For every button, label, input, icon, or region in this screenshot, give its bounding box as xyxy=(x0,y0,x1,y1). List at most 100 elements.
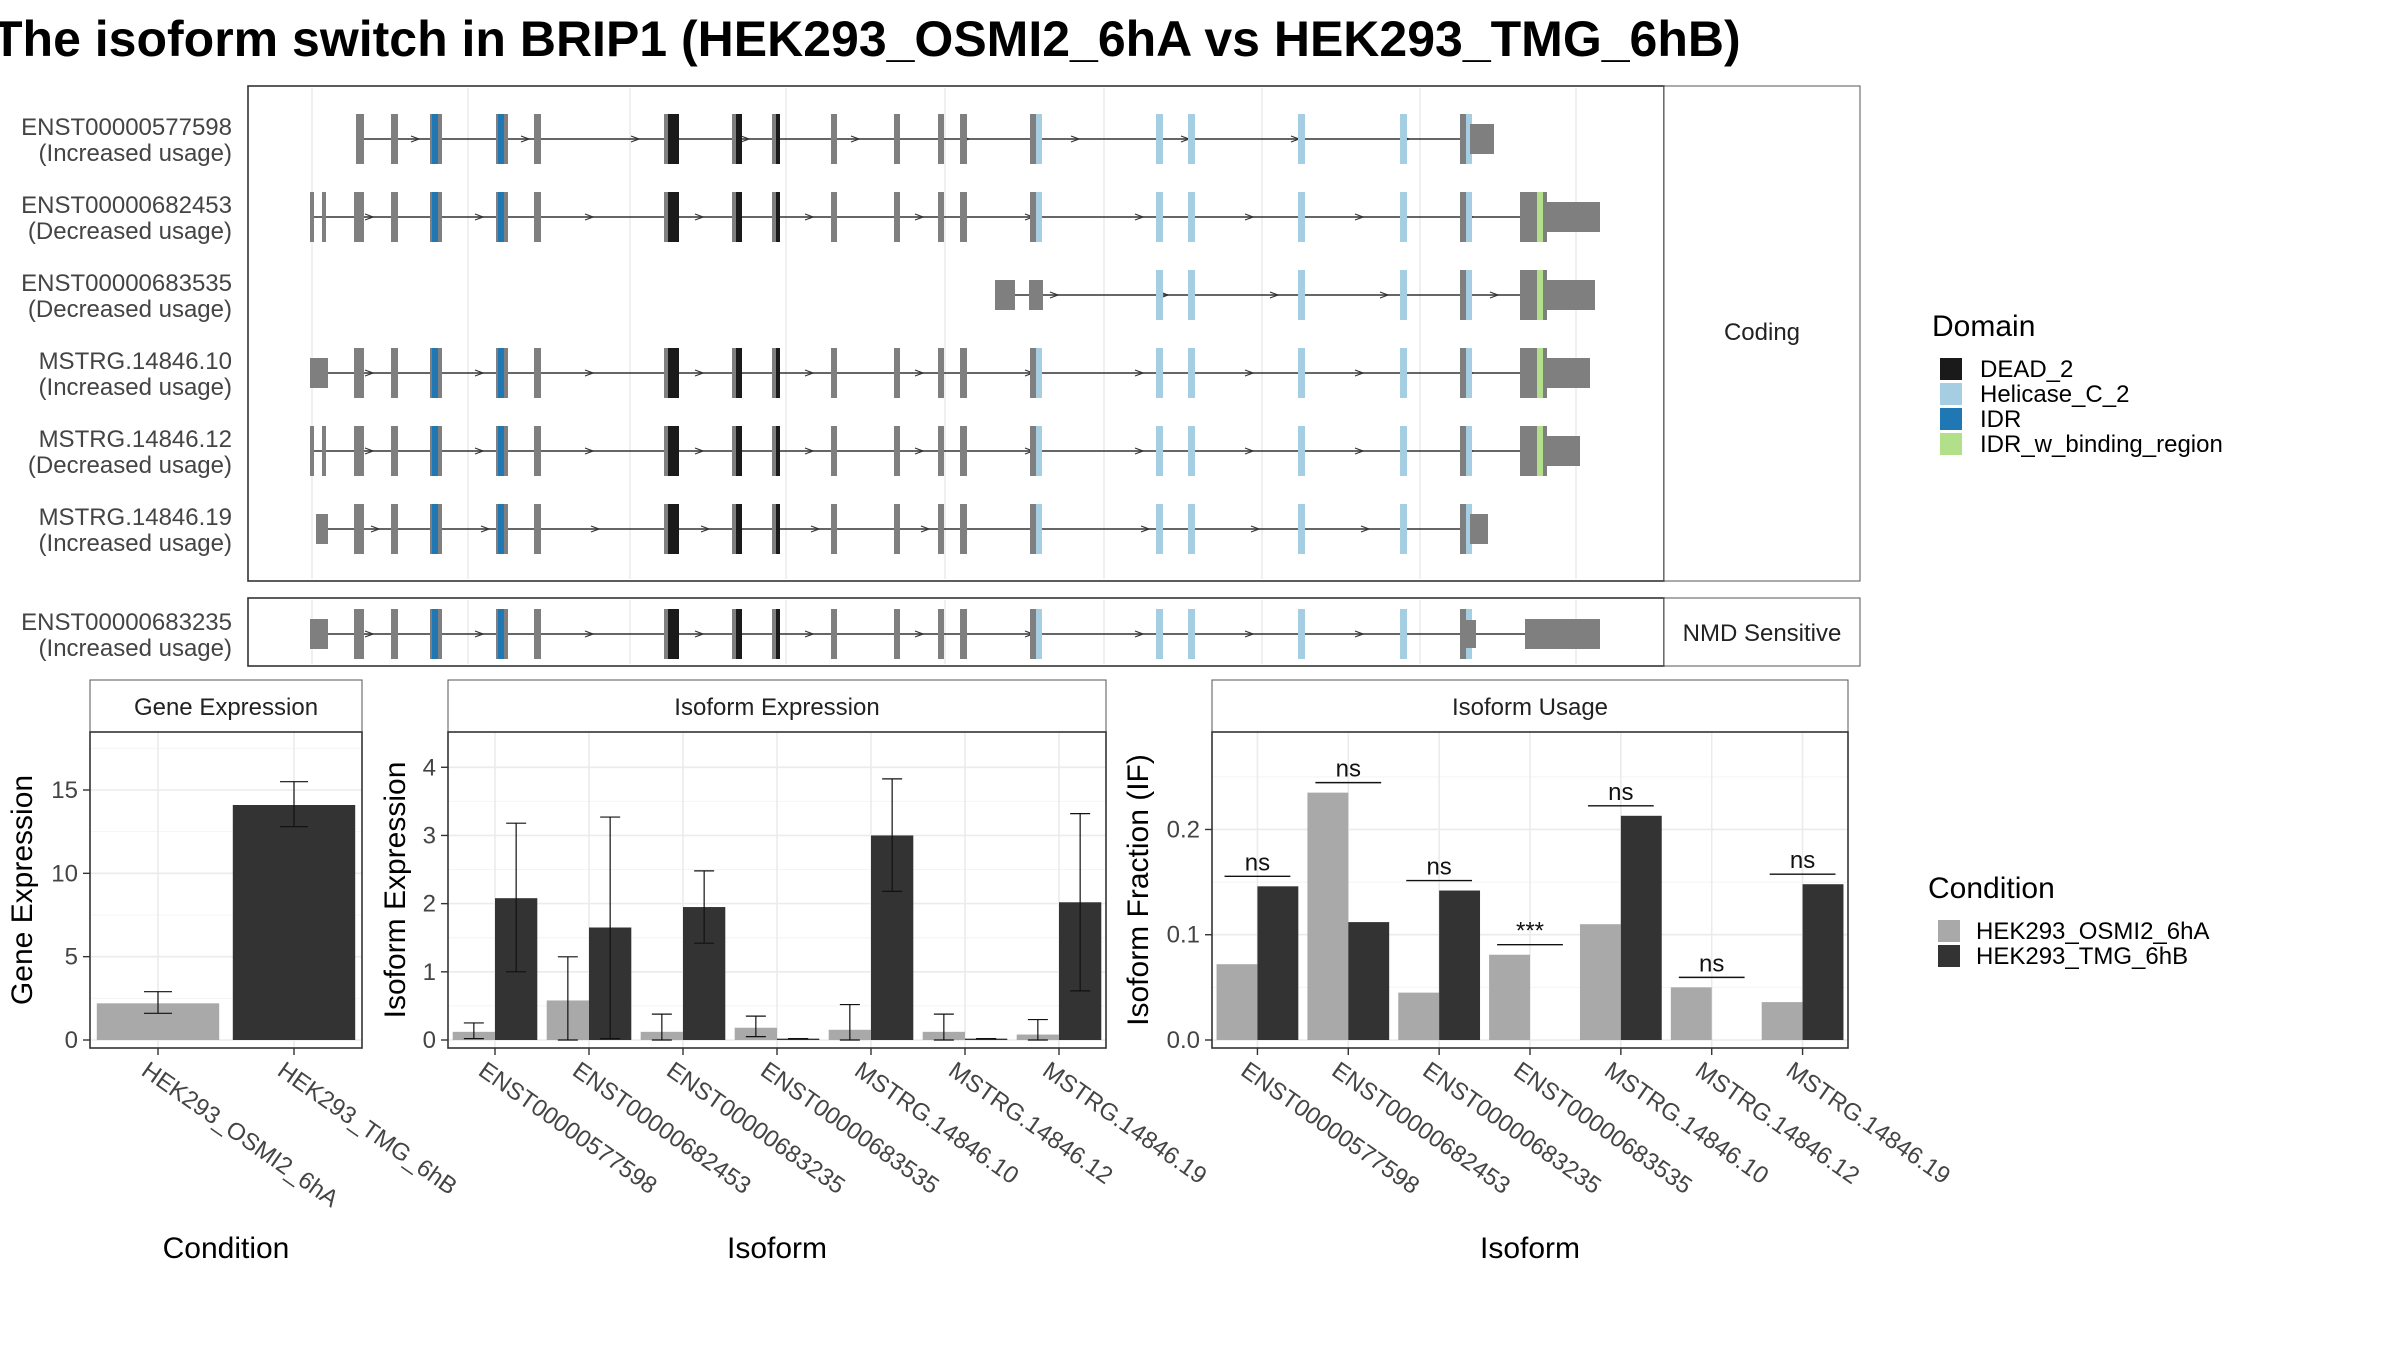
exon xyxy=(831,426,837,476)
exon xyxy=(316,514,328,544)
y-axis-label: Isoform Expression xyxy=(379,762,412,1019)
exon xyxy=(1188,348,1195,398)
domain-helicase xyxy=(1466,426,1472,476)
y-tick-label: 15 xyxy=(51,777,78,804)
transcript-track xyxy=(316,504,1488,554)
domain-idr xyxy=(498,348,504,398)
domain-idr xyxy=(498,192,504,242)
strand-arrow xyxy=(474,447,485,455)
strand-arrow xyxy=(914,447,925,455)
transcript-track xyxy=(356,114,1494,164)
exon xyxy=(960,192,967,242)
domain-dead2 xyxy=(776,504,780,554)
x-tick-label: MSTRG.14846.10 xyxy=(850,1057,1024,1190)
transcript-usage-label: (Increased usage) xyxy=(39,635,232,662)
significance-label: *** xyxy=(1516,918,1544,945)
domain-dead2 xyxy=(736,609,742,659)
bar xyxy=(1348,922,1390,1040)
exon xyxy=(938,504,944,554)
domain-dead2 xyxy=(668,192,679,242)
strand-arrow xyxy=(584,369,595,377)
domain-dead2 xyxy=(776,192,780,242)
bar xyxy=(1216,964,1258,1040)
domain-idr-binding xyxy=(1537,270,1543,320)
exon xyxy=(1400,270,1407,320)
exon-utr xyxy=(1547,358,1590,388)
strand-arrow xyxy=(1049,291,1060,299)
chart-strip xyxy=(447,679,1107,733)
condition-legend-label: HEK293_OSMI2_6hA xyxy=(1976,918,2209,945)
exon xyxy=(960,504,967,554)
strand-arrow xyxy=(364,369,375,377)
exon xyxy=(534,504,541,554)
domain-dead2 xyxy=(668,348,679,398)
strand-arrow xyxy=(850,135,861,143)
y-tick-label: 1 xyxy=(423,959,436,986)
strand-arrow xyxy=(1269,291,1280,299)
condition-legend-key xyxy=(1938,945,1960,967)
transcript-usage-label: (Decreased usage) xyxy=(28,296,232,323)
exon xyxy=(831,504,837,554)
domain-helicase xyxy=(1036,609,1042,659)
exon xyxy=(831,192,837,242)
strand-arrow xyxy=(804,369,815,377)
exon xyxy=(1520,270,1534,320)
strand-arrow xyxy=(1134,630,1145,638)
strand-arrow xyxy=(474,630,485,638)
exon xyxy=(831,609,837,659)
transcript-id-label: ENST00000682453 xyxy=(21,192,232,219)
strand-arrow xyxy=(474,213,485,221)
exon-utr xyxy=(1525,619,1600,649)
transcript-usage-label: (Increased usage) xyxy=(39,374,232,401)
exon xyxy=(938,348,944,398)
strand-arrow xyxy=(740,135,751,143)
domain-dead2 xyxy=(776,426,780,476)
strand-arrow xyxy=(1070,135,1081,143)
strand-arrow xyxy=(1140,525,1151,533)
exon xyxy=(1298,609,1305,659)
bar xyxy=(777,1038,820,1040)
exon xyxy=(1188,609,1195,659)
domain-idr xyxy=(498,504,504,554)
exon xyxy=(534,609,541,659)
transcript-id-label: ENST00000683535 xyxy=(21,270,232,297)
y-tick-label: 0 xyxy=(65,1027,78,1054)
bar xyxy=(965,1038,1008,1040)
exon xyxy=(391,504,398,554)
significance-label: ns xyxy=(1790,847,1815,874)
domain-helicase xyxy=(1466,348,1472,398)
domain-legend: Domain DEAD_2Helicase_C_2IDRIDR_w_bindin… xyxy=(1932,310,2223,458)
domain-legend-key xyxy=(1940,433,1962,455)
exon xyxy=(1400,348,1407,398)
y-tick-label: 2 xyxy=(423,891,436,918)
domain-legend-label: IDR_w_binding_region xyxy=(1980,431,2223,458)
x-axis-label: Condition xyxy=(163,1232,290,1265)
transcript-track xyxy=(310,609,1600,659)
domain-helicase xyxy=(1036,114,1042,164)
y-tick-label: 0 xyxy=(423,1027,436,1054)
exon-utr xyxy=(1547,202,1600,232)
y-tick-label: 0.0 xyxy=(1167,1027,1200,1054)
strand-arrow xyxy=(520,135,531,143)
isoform-usage-chart: Isoform Usage ns ns ns *** ns ns ns 0.0 0.1 0.2 Iso… xyxy=(1122,679,1955,1265)
x-axis-label: Isoform xyxy=(727,1232,827,1265)
domain-idr xyxy=(498,426,504,476)
exon xyxy=(1156,192,1163,242)
exon xyxy=(960,114,967,164)
exon xyxy=(1298,348,1305,398)
strand-arrow xyxy=(694,369,705,377)
y-tick-label: 0.1 xyxy=(1167,922,1200,949)
domain-helicase xyxy=(1036,348,1042,398)
nmd-strip xyxy=(1663,597,1861,667)
exon xyxy=(938,114,944,164)
exon xyxy=(831,348,837,398)
exon-utr xyxy=(1547,436,1580,466)
domain-legend-key xyxy=(1940,358,1962,380)
domain-dead2 xyxy=(668,114,679,164)
strand-arrow xyxy=(480,525,491,533)
strand-arrow xyxy=(694,447,705,455)
exon xyxy=(1298,504,1305,554)
transcript-id-label: ENST00000683235 xyxy=(21,609,232,636)
domain-dead2 xyxy=(668,426,679,476)
strand-arrow xyxy=(1354,447,1365,455)
